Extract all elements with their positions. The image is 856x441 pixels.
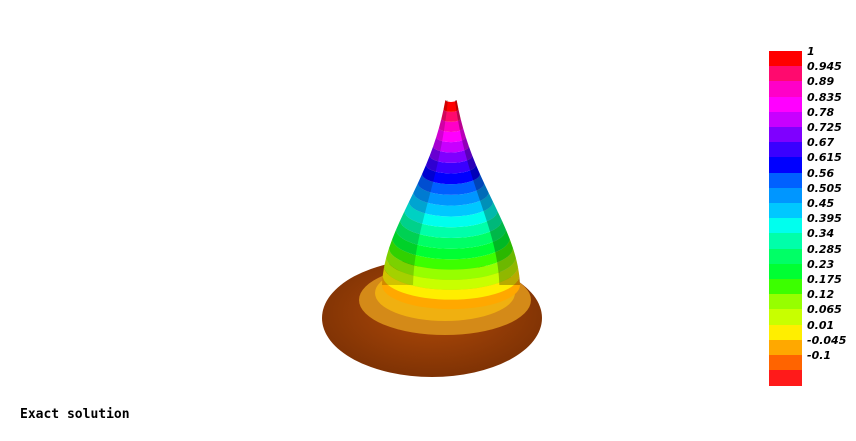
colorbar-tick-label: 0.175 xyxy=(807,273,842,286)
surface-band xyxy=(422,164,480,185)
colorbar-swatch xyxy=(769,248,802,265)
colorbar-tick-label: 0.12 xyxy=(807,288,835,302)
colorbar-tick-label: 0.615 xyxy=(807,151,842,165)
colorbar-swatch xyxy=(769,142,802,158)
colorbar-swatch xyxy=(769,127,802,143)
colorbar-swatch xyxy=(769,294,802,310)
surface-shading-right xyxy=(454,100,520,285)
surface-band xyxy=(436,127,466,143)
colorbar-swatch xyxy=(769,233,802,250)
colorbar-tick-label: 0.67 xyxy=(807,136,835,150)
colorbar-swatch xyxy=(769,370,802,386)
colorbar-swatch xyxy=(769,203,802,219)
colorbar-tick-label: 0.89 xyxy=(807,75,835,89)
colorbar-tick-label: 0.23 xyxy=(807,257,835,271)
colorbar-tick-label: 0.45 xyxy=(807,197,835,210)
colorbar-swatch xyxy=(769,309,802,326)
surface-band xyxy=(426,155,476,174)
colorbar-swatch xyxy=(769,66,802,82)
colorbar-swatch xyxy=(769,157,802,174)
surface-band xyxy=(382,266,520,300)
surface-band xyxy=(443,100,459,112)
colorbar-tick-label: 0.56 xyxy=(807,166,835,180)
colorbar-swatch xyxy=(769,51,802,67)
colorbar-tick-label: -0.045 xyxy=(807,333,847,347)
surface-band xyxy=(396,220,506,249)
colorbar-swatch xyxy=(769,355,802,371)
colorbar-swatch xyxy=(769,81,802,98)
surface-band xyxy=(413,183,489,206)
colorbar-swatch xyxy=(769,172,802,189)
surface-shading-left xyxy=(382,100,448,285)
colorbar-tick-label: 0.01 xyxy=(807,318,835,332)
surface-band xyxy=(389,238,513,270)
surface-band xyxy=(433,137,469,153)
surface-band xyxy=(429,146,473,163)
colorbar-swatch xyxy=(769,218,802,234)
surface-band xyxy=(384,257,518,290)
plot-caption: Exact solution xyxy=(20,407,130,422)
surface-band xyxy=(400,211,502,238)
colorbar-tick-label: 0.725 xyxy=(807,121,842,134)
colorbar-tick-label: 0.505 xyxy=(807,181,842,195)
colorbar-swatch xyxy=(769,187,802,204)
colorbar-tick-label: 0.78 xyxy=(807,105,835,119)
surface-band xyxy=(404,201,498,228)
colorbar-tick-label: -0.1 xyxy=(807,349,832,362)
surface-band xyxy=(417,174,485,195)
colorbar-tick-label: 1 xyxy=(807,45,815,58)
surface-band xyxy=(409,192,493,217)
colorbar-tick-label: 0.395 xyxy=(807,212,842,226)
colorbar-swatch xyxy=(769,263,802,280)
surface-band xyxy=(386,248,516,280)
colorbar-tick-label: 0.34 xyxy=(807,227,835,241)
colorbar-swatch xyxy=(769,279,802,295)
colorbar-swatch xyxy=(769,324,802,341)
colorbar-swatch xyxy=(769,339,802,356)
surface-peak xyxy=(382,100,520,310)
surface-band xyxy=(439,118,463,132)
colorbar-tick-label: 0.945 xyxy=(807,60,842,74)
colorbar-tick-label: 0.285 xyxy=(807,242,842,256)
colorbar-swatch xyxy=(769,96,802,113)
surface-band xyxy=(441,109,461,122)
surface-band xyxy=(382,275,520,310)
colorbar-tick-label: 0.835 xyxy=(807,90,842,104)
surface-band xyxy=(392,229,510,260)
colorbar-tick-label: 0.065 xyxy=(807,303,842,317)
colorbar-swatch xyxy=(769,111,802,128)
